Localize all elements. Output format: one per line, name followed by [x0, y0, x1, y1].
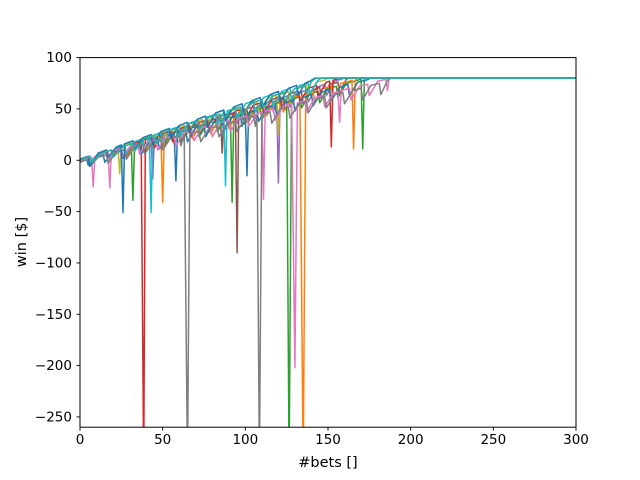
- y-tick-label: 50: [55, 101, 72, 117]
- x-tick-label: 250: [480, 432, 506, 448]
- y-axis-label: win [$]: [13, 216, 30, 268]
- y-tick-label: −100: [35, 255, 72, 271]
- x-tick-label: 50: [154, 432, 171, 448]
- series-group: [80, 77, 576, 428]
- x-axis-label: #bets []: [298, 455, 358, 471]
- y-tick-label: −50: [44, 204, 73, 220]
- y-tick-label: 0: [63, 153, 72, 169]
- series-line-run-teal: [80, 77, 576, 164]
- x-tick-label: 100: [232, 432, 258, 448]
- series-line-run-blue-1: [80, 77, 576, 214]
- series-line-run-purple: [80, 77, 576, 184]
- x-tick-label: 0: [76, 432, 85, 448]
- x-tick-label: 300: [563, 432, 589, 448]
- y-tick-label: −150: [35, 307, 72, 323]
- series-line-run-pink: [80, 77, 576, 369]
- axes-spines: [79, 57, 577, 428]
- y-tick-label: −250: [35, 409, 72, 425]
- x-tick-label: 200: [398, 432, 424, 448]
- y-tick-label: 100: [46, 50, 72, 66]
- y-tick-label: −200: [35, 358, 72, 374]
- x-tick-label: 150: [315, 432, 341, 448]
